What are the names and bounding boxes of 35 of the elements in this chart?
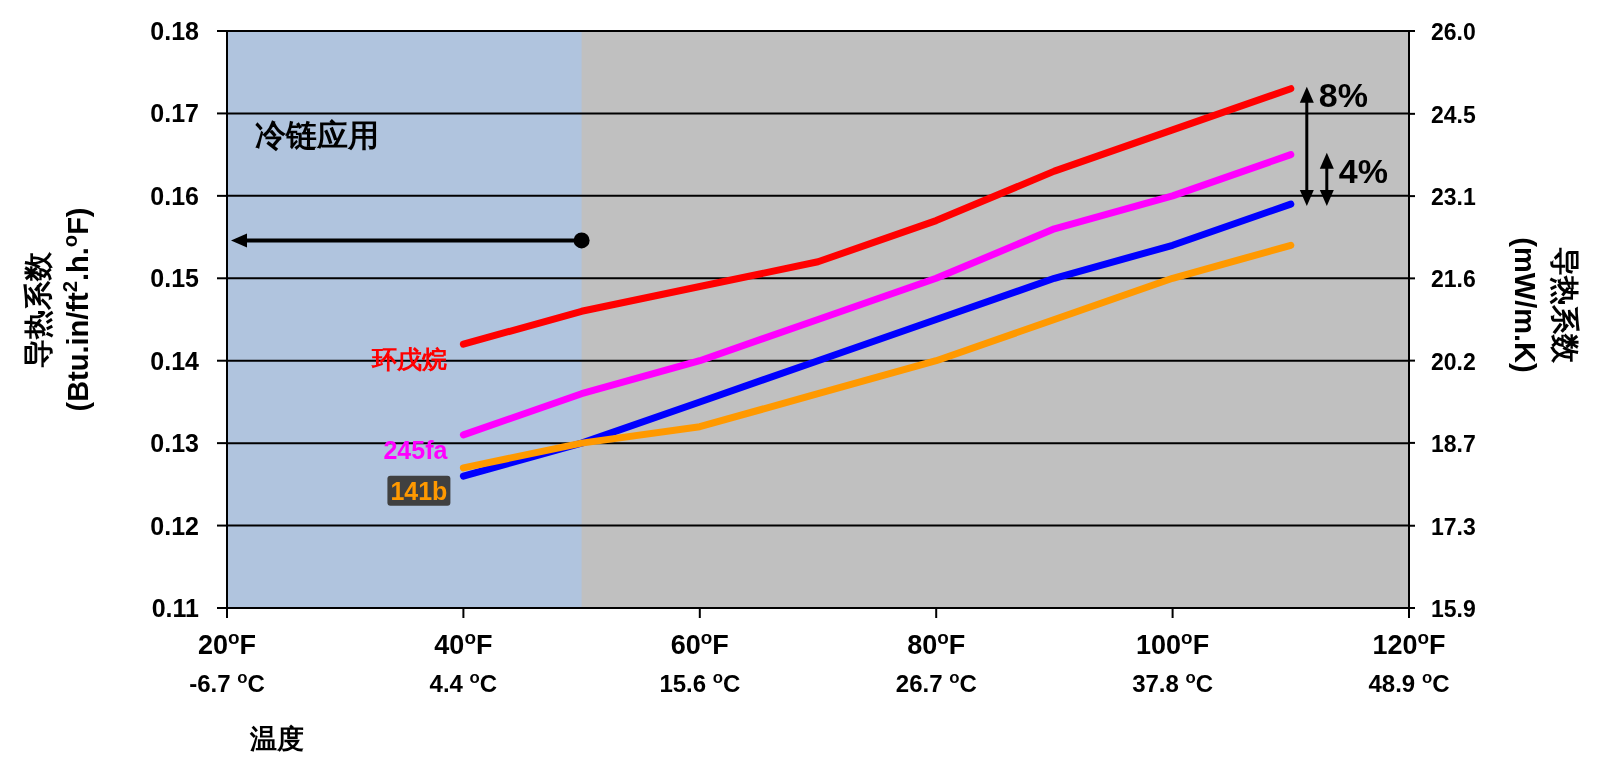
x2-tick-label: 37.8 $^{o}$C: [1132, 667, 1214, 697]
x2-tick-label: 4.4 $^{o}$C: [429, 667, 498, 697]
x-tick-label: 100$^{o}$F: [1136, 626, 1210, 660]
y-tick-label: 0.12: [150, 511, 199, 540]
x2-tick-label: -6.7 $^{o}$C: [189, 667, 265, 697]
y-tick-label: 0.13: [150, 429, 199, 458]
series-label: 245fa: [383, 435, 449, 464]
x-tick-label: 40$^{o}$F: [434, 626, 493, 660]
x-axis-title: 温度: [249, 724, 304, 754]
y2-tick-label: 21.6: [1431, 266, 1476, 293]
x-tick-label: 80$^{o}$F: [907, 626, 966, 660]
band-label: 冷链应用: [255, 118, 379, 153]
y2-tick-label: 17.3: [1431, 513, 1476, 540]
y2-tick-label: 24.5: [1431, 101, 1476, 128]
y-tick-label: 0.15: [150, 264, 200, 293]
series-label: 141b: [390, 476, 448, 505]
y2-tick-label: 23.1: [1431, 184, 1476, 211]
y-tick-label: 0.16: [150, 181, 199, 210]
y-tick-label: 0.18: [150, 17, 200, 45]
annotation: 8%: [1318, 75, 1368, 114]
y-tick-label: 0.11: [151, 594, 200, 622]
x2-tick-label: 26.7 $^{o}$C: [895, 667, 977, 697]
x2-tick-label: 48.9 $^{o}$C: [1368, 667, 1450, 697]
x-tick-label: 60$^{o}$F: [670, 626, 729, 660]
y2-tick-label: 20.2: [1431, 348, 1476, 375]
y2-tick-label: 15.9: [1431, 596, 1476, 622]
y-tick-label: 0.14: [150, 346, 200, 375]
y2-tick-label: 26.0: [1431, 19, 1476, 45]
y-tick-label: 0.17: [150, 99, 199, 128]
x-tick-label: 120$^{o}$F: [1372, 626, 1446, 660]
y2-axis-title: 导热系数 (mW/m.K): [1509, 237, 1581, 373]
x2-tick-label: 15.6 $^{o}$C: [659, 667, 741, 697]
annotation: 4%: [1338, 151, 1388, 190]
y2-tick-label: 18.7: [1431, 430, 1476, 457]
x-tick-label: 20$^{o}$F: [197, 626, 257, 660]
